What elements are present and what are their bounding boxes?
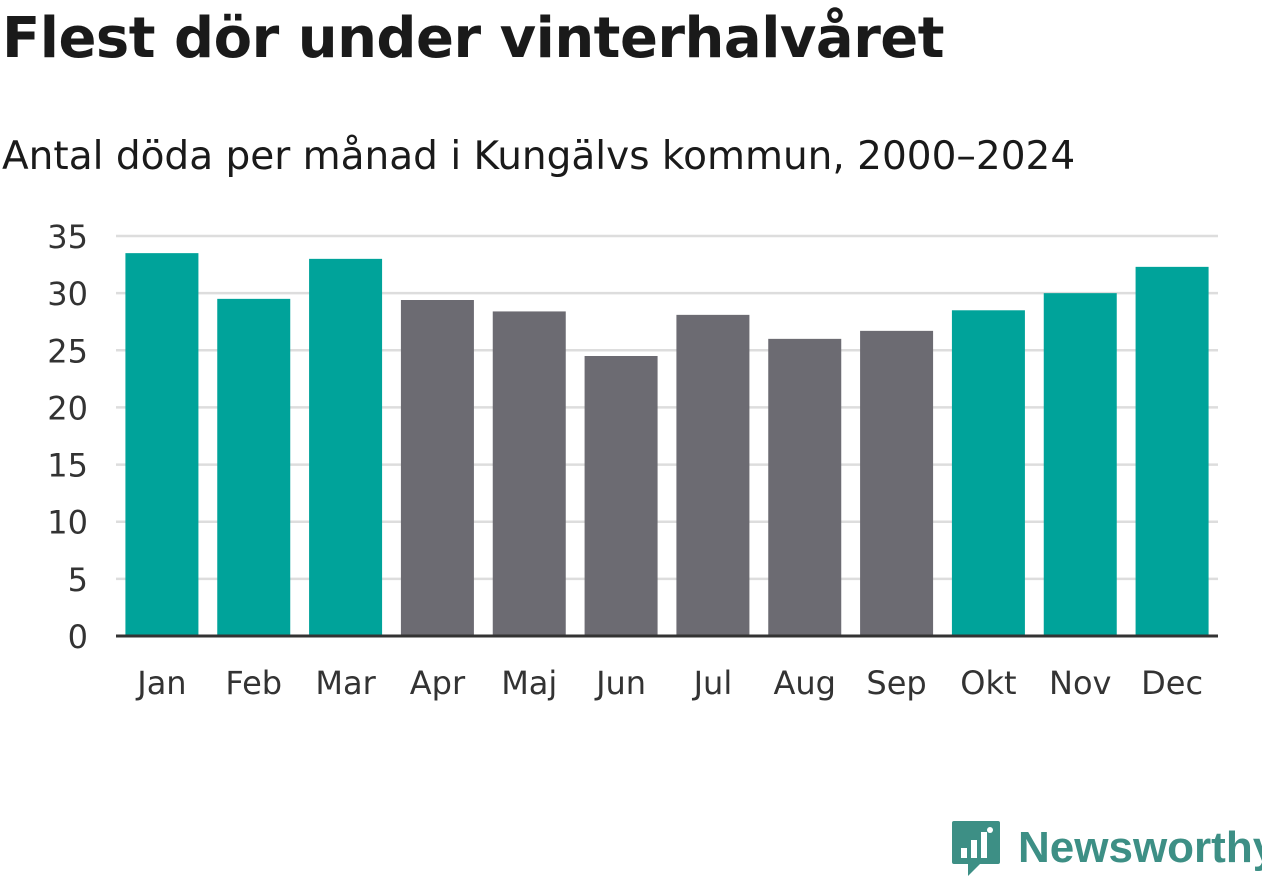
x-tick-label: Jan [135,664,186,702]
bar-nov [1043,293,1117,636]
bar-sep [860,330,934,636]
bar-feb [217,298,291,636]
x-tick-label: Jun [594,664,646,702]
gridlines [116,234,1218,581]
x-tick-label: Nov [1049,664,1111,702]
bar-dec [1135,266,1209,636]
x-tick-label: Jul [692,664,733,702]
chart-title: Flest dör under vinterhalvåret [2,6,945,71]
x-tick-label: Apr [410,664,466,702]
x-axis-tick-labels: Jan Feb Mar Apr Maj Jun Jul Aug Sep Okt Nov Dec [135,664,1203,702]
y-tick-label: 30 [47,275,88,313]
bar-apr [400,300,474,636]
x-tick-label: Dec [1141,664,1203,702]
bar-jul [676,314,750,636]
brand-name: Newsworthy [1018,823,1262,872]
bar-jun [584,356,658,636]
newsworthy-chat-bars-icon [952,821,1000,876]
y-tick-label: 35 [47,218,88,256]
bar-mar [309,258,383,636]
chart-subtitle: Antal döda per månad i Kungälvs kommun, … [2,134,1076,179]
bar-jan [125,253,199,636]
y-tick-label: 25 [47,332,88,370]
x-tick-label: Aug [774,664,836,702]
y-tick-label: 5 [68,561,88,599]
x-tick-label: Sep [866,664,926,702]
y-axis-tick-labels: 0 5 10 15 20 25 30 35 [47,218,88,656]
y-tick-label: 15 [47,447,88,485]
y-tick-label: 0 [68,618,88,656]
bar-aug [768,338,842,636]
bars [125,253,1209,636]
brand-logo: Newsworthy [950,818,1262,878]
bar-okt [951,310,1025,636]
x-tick-label: Feb [225,664,282,702]
x-tick-label: Maj [501,664,557,702]
y-tick-label: 10 [47,504,88,542]
x-tick-label: Okt [960,664,1016,702]
y-tick-label: 20 [47,389,88,427]
x-tick-label: Mar [315,664,376,702]
bar-maj [492,311,566,636]
